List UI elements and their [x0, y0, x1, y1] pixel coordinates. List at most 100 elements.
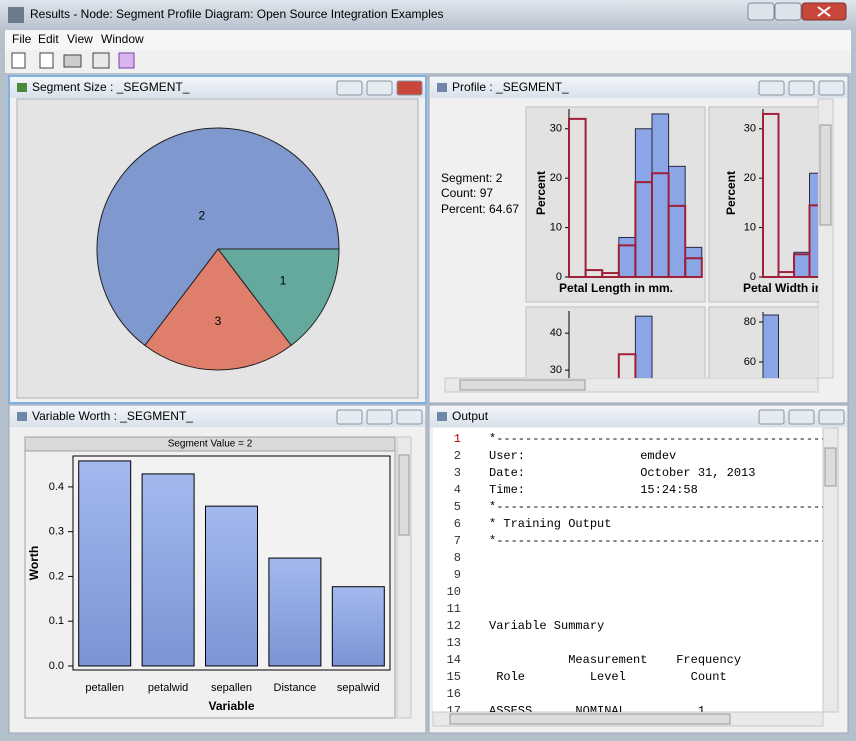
- line-number: 4: [454, 483, 461, 497]
- panel-button[interactable]: [397, 81, 422, 95]
- y-tick-label: 10: [550, 221, 562, 233]
- line-number: 1: [454, 432, 461, 446]
- x-tick-label: petallen: [85, 682, 124, 694]
- y-tick-label: 30: [550, 123, 562, 135]
- panel-button[interactable]: [789, 81, 814, 95]
- output-line: Measurement Frequency: [489, 653, 741, 667]
- scroll-thumb[interactable]: [820, 125, 831, 225]
- line-number: 12: [447, 619, 461, 633]
- tool-button[interactable]: [119, 53, 134, 68]
- x-tick-label: petalwid: [148, 682, 188, 694]
- histogram-bar: [652, 114, 669, 277]
- y-axis-label: Percent: [534, 171, 548, 215]
- tool-button[interactable]: [64, 55, 81, 67]
- output-line: * Training Output: [489, 517, 611, 531]
- y-tick-label: 80: [744, 316, 756, 328]
- menu-item[interactable]: File: [12, 32, 32, 46]
- panel-button[interactable]: [789, 410, 814, 424]
- line-number: 9: [454, 568, 461, 582]
- y-tick-label: 0.3: [49, 526, 64, 538]
- line-number: 6: [454, 517, 461, 531]
- y-tick-label: 20: [744, 172, 756, 184]
- panel-icon: [437, 83, 447, 92]
- line-number: 10: [447, 585, 461, 599]
- minimize-button[interactable]: [748, 3, 774, 20]
- scroll-thumb[interactable]: [460, 380, 585, 390]
- y-tick-label: 60: [744, 356, 756, 368]
- x-tick-label: sepallen: [211, 682, 252, 694]
- y-tick-label: 0.1: [49, 615, 64, 627]
- panel-button[interactable]: [819, 81, 844, 95]
- output-line: Date: October 31, 2013: [489, 466, 755, 480]
- scroll-thumb[interactable]: [399, 455, 409, 535]
- line-number: 3: [454, 466, 461, 480]
- bar: [206, 506, 258, 666]
- line-number: 11: [447, 602, 461, 616]
- panel-button[interactable]: [337, 81, 362, 95]
- line-number: 15: [447, 670, 461, 684]
- line-number: 7: [454, 534, 461, 548]
- slice-label: 1: [280, 273, 287, 287]
- panel-button[interactable]: [759, 410, 784, 424]
- menu-item[interactable]: Edit: [38, 32, 59, 46]
- output-line: Variable Summary: [489, 619, 604, 633]
- line-number: 5: [454, 500, 461, 514]
- histogram-bar: [619, 237, 636, 277]
- segment-info: Percent: 64.67: [441, 202, 519, 216]
- panel-title: Segment Size : _SEGMENT_: [32, 80, 190, 94]
- y-tick-label: 10: [744, 221, 756, 233]
- panel-button[interactable]: [337, 410, 362, 424]
- menu-item[interactable]: Window: [101, 32, 144, 46]
- y-tick-label: 30: [550, 364, 562, 376]
- output-line: *---------------------------------------…: [489, 432, 856, 446]
- panel-button[interactable]: [367, 81, 392, 95]
- y-axis-label: Percent: [724, 171, 738, 215]
- slice-label: 2: [199, 209, 206, 223]
- panel-icon: [437, 412, 447, 421]
- line-number: 8: [454, 551, 461, 565]
- output-line: Time: 15:24:58: [489, 483, 698, 497]
- histogram-bar: [669, 166, 686, 277]
- panel-button[interactable]: [367, 410, 392, 424]
- segment-info: Count: 97: [441, 186, 493, 200]
- panel-button[interactable]: [397, 410, 422, 424]
- x-axis-label: Variable: [208, 699, 254, 713]
- segment-info: Segment: 2: [441, 171, 503, 185]
- line-number: 13: [447, 636, 461, 650]
- y-tick-label: 0.2: [49, 570, 64, 582]
- panel-title: Variable Worth : _SEGMENT_: [32, 409, 193, 423]
- y-axis-label: Worth: [27, 546, 41, 580]
- panel-button[interactable]: [819, 410, 844, 424]
- bar: [79, 461, 131, 666]
- output-line: *---------------------------------------…: [489, 500, 856, 514]
- histogram-bar: [794, 252, 810, 277]
- x-axis-label: Petal Length in mm.: [559, 281, 673, 295]
- y-tick-label: 20: [550, 172, 562, 184]
- bar: [332, 587, 384, 666]
- y-tick-label: 0.0: [49, 660, 64, 672]
- tool-button[interactable]: [12, 53, 25, 68]
- output-line: Role Level Count: [489, 670, 727, 684]
- menu-item[interactable]: View: [67, 32, 93, 46]
- x-tick-label: Distance: [274, 682, 317, 694]
- line-number: 2: [454, 449, 461, 463]
- x-tick-label: sepalwid: [337, 682, 380, 694]
- panel-button[interactable]: [759, 81, 784, 95]
- bar: [142, 474, 194, 666]
- scroll-thumb[interactable]: [825, 448, 836, 486]
- tool-button[interactable]: [40, 53, 53, 68]
- maximize-button[interactable]: [775, 3, 801, 20]
- panel-icon: [17, 83, 27, 92]
- chart-title: Segment Value = 2: [168, 439, 253, 450]
- panel-title: Output: [452, 409, 489, 423]
- slice-label: 3: [215, 314, 222, 328]
- histogram-bar: [685, 247, 702, 277]
- scroll-thumb[interactable]: [450, 714, 730, 724]
- window-title: Results - Node: Segment Profile Diagram:…: [30, 7, 444, 21]
- panel-icon: [17, 412, 27, 421]
- tool-button[interactable]: [93, 53, 109, 68]
- y-tick-label: 40: [550, 327, 562, 339]
- histogram-bar: [635, 129, 652, 277]
